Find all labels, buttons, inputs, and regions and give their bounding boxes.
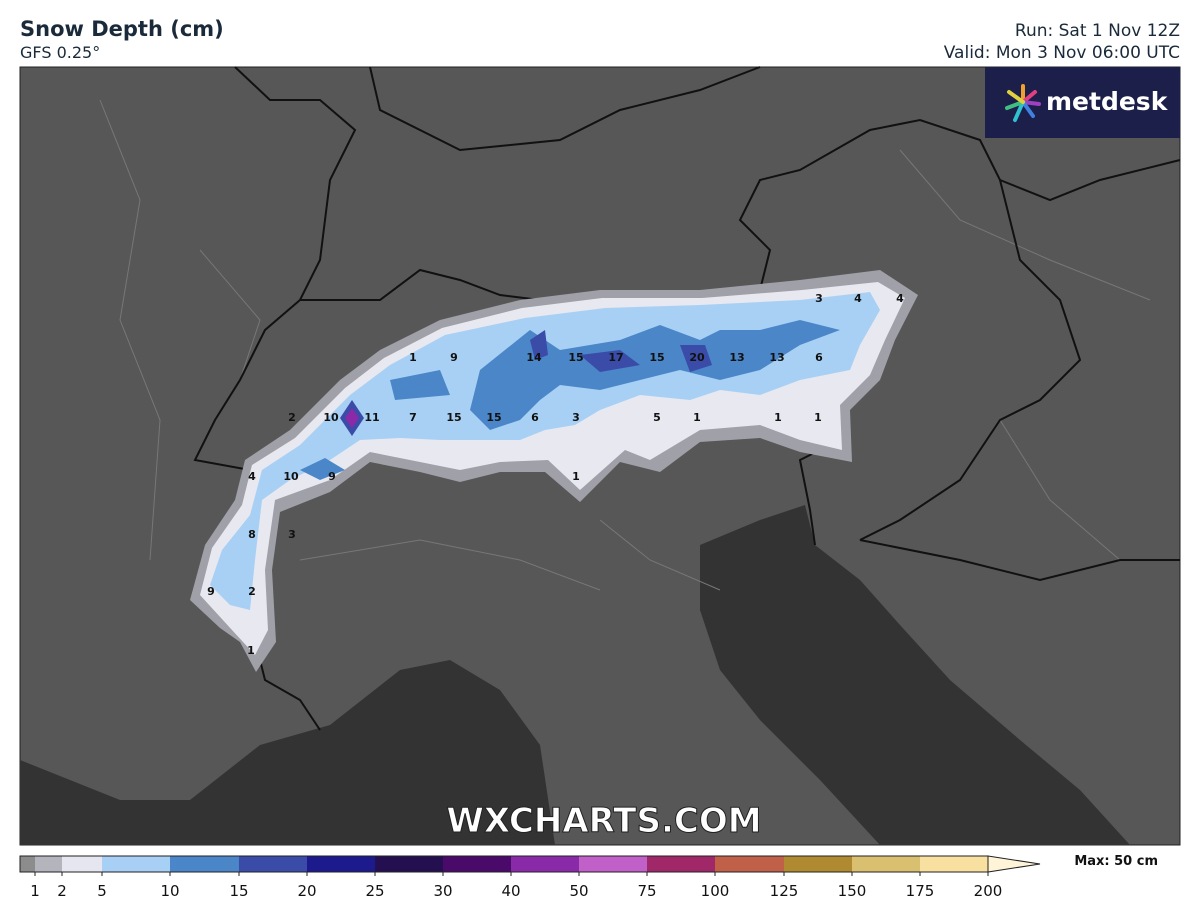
snow-depth-label: 14 [526, 351, 542, 364]
snow-depth-label: 2 [288, 411, 296, 424]
colorbar-segment [511, 856, 579, 872]
snow-depth-label: 6 [531, 411, 539, 424]
snow-depth-label: 15 [568, 351, 583, 364]
colorbar-tick-label: 175 [906, 882, 935, 900]
colorbar-segment [579, 856, 647, 872]
colorbar-segment [35, 856, 62, 872]
colorbar-tick-label: 5 [97, 882, 107, 900]
colorbar-segment [715, 856, 784, 872]
colorbar-segment [443, 856, 511, 872]
snow-depth-label: 15 [486, 411, 501, 424]
snow-depth-label: 1 [814, 411, 822, 424]
snow-depth-label: 6 [815, 351, 823, 364]
snow-depth-label: 13 [769, 351, 784, 364]
colorbar-segment [307, 856, 375, 872]
snow-depth-label: 4 [248, 470, 256, 483]
snow-depth-label: 4 [896, 292, 904, 305]
snow-depth-label: 8 [248, 528, 256, 541]
snow-depth-label: 1 [572, 470, 580, 483]
colorbar-tick-label: 15 [229, 882, 248, 900]
logo-icon [1005, 84, 1041, 122]
colorbar-frame [19, 855, 989, 873]
watermark: WXCHARTS.COM [446, 801, 761, 841]
snow-depth-label: 4 [854, 292, 862, 305]
adriatic-sea [700, 505, 1130, 845]
colorbar-tick-label: 20 [297, 882, 316, 900]
snow-depth-label: 1 [247, 644, 255, 657]
ligurian-sea [20, 660, 555, 845]
snow-depth-label: 17 [608, 351, 623, 364]
colorbar-segment [170, 856, 239, 872]
colorbar-segment [102, 856, 170, 872]
snow-depth-label: 3 [572, 411, 580, 424]
snow-depth-label: 20 [689, 351, 705, 364]
logo-text: metdesk [1046, 87, 1169, 116]
snow-depth-label: 1 [774, 411, 782, 424]
colorbar-tick-label: 125 [770, 882, 799, 900]
colorbar-segment [239, 856, 307, 872]
colorbar-tick-label: 200 [974, 882, 1003, 900]
snow-depth-label: 10 [323, 411, 339, 424]
colorbar-segment [852, 856, 920, 872]
colorbar-tick-label: 2 [57, 882, 67, 900]
colorbar-segment [920, 856, 988, 872]
rivers [99, 99, 1151, 591]
colorbar: 1 2 5 10 15 20 25 30 40 50 75 100 125 150 175 200 [19, 855, 1041, 900]
snow-depth-label: 1 [693, 411, 701, 424]
snow-depth-label: 3 [815, 292, 823, 305]
colorbar-tick-label: 50 [569, 882, 588, 900]
snow-depth-label: 15 [649, 351, 664, 364]
snow-depth-label: 10 [283, 470, 299, 483]
snow-depth-label: 2 [248, 585, 256, 598]
snow-depth-label: 9 [207, 585, 215, 598]
snow-depth-label: 3 [288, 528, 296, 541]
valid-time: Valid: Mon 3 Nov 06:00 UTC [944, 43, 1180, 63]
snow-depth-label: 13 [729, 351, 744, 364]
colorbar-tick-label: 25 [365, 882, 384, 900]
colorbar-tick-label: 100 [701, 882, 730, 900]
colorbar-tick-label: 30 [433, 882, 452, 900]
colorbar-segment [62, 856, 102, 872]
title: Snow Depth (cm) [20, 17, 224, 41]
colorbar-segment [647, 856, 715, 872]
snow-cover [190, 270, 918, 672]
snow-depth-label: 5 [653, 411, 661, 424]
subtitle: GFS 0.25° [20, 43, 100, 62]
colorbar-segment [20, 856, 35, 872]
snow-depth-label: 11 [364, 411, 379, 424]
colorbar-tick-label: 1 [30, 882, 40, 900]
snow-depth-label: 7 [409, 411, 417, 424]
point-labels: 3 4 41 9 14 15 17 15 20 13 13 62 10 11 7 15 15 6 3 5 1 1 14 10 9… [207, 292, 904, 657]
colorbar-tick-label: 150 [838, 882, 867, 900]
colorbar-tick-label: 40 [501, 882, 520, 900]
colorbar-tick-label: 10 [160, 882, 179, 900]
max-label: Max: 50 cm [1074, 854, 1158, 869]
map: metdesk 3 4 41 9 14 15 17 15 20 13 13 62 10 11 7 15 15 6 3… [19, 66, 1181, 846]
snow-depth-label: 9 [450, 351, 458, 364]
run-time: Run: Sat 1 Nov 12Z [1015, 21, 1180, 41]
snow-depth-label: 9 [328, 470, 336, 483]
snow-depth-label: 1 [409, 351, 417, 364]
colorbar-segment [375, 856, 443, 872]
colorbar-segment [784, 856, 852, 872]
colorbar-tick-label: 75 [637, 882, 656, 900]
snow-depth-label: 15 [446, 411, 461, 424]
